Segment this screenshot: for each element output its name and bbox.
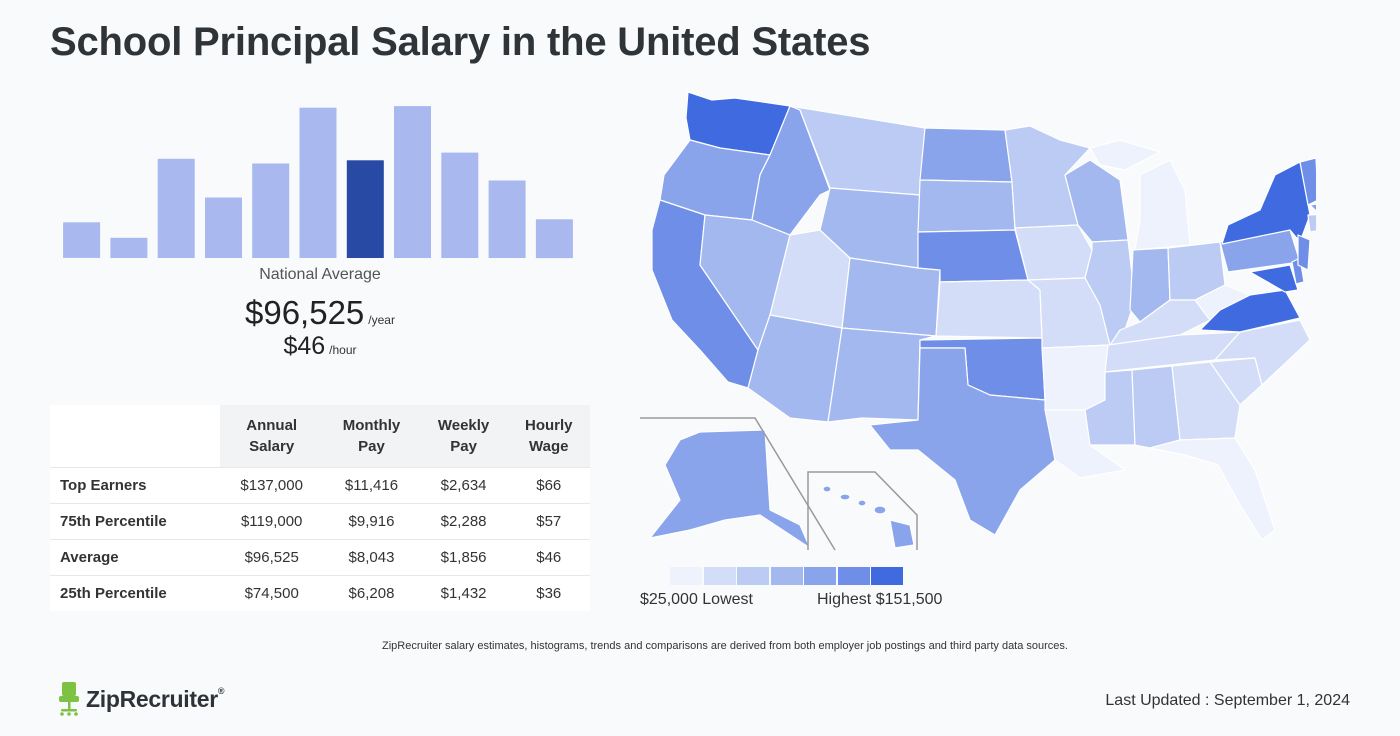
row-label: 25th Percentile xyxy=(50,575,221,611)
yearly-average: $96,525/year xyxy=(60,294,580,332)
histogram-bar xyxy=(205,197,242,258)
table-header-annual: Annual Salary xyxy=(220,405,324,468)
map-state-hi xyxy=(822,485,915,549)
yearly-unit: /year xyxy=(368,313,395,327)
header-line: Pay xyxy=(358,438,385,455)
map-state-ks xyxy=(935,279,1043,339)
map-state-fl xyxy=(1149,437,1276,541)
cell-hourly: $66 xyxy=(507,467,590,504)
header-line: Weekly xyxy=(437,417,490,434)
histogram-bar-average xyxy=(346,160,384,258)
legend-low-label: $25,000 Lowest xyxy=(640,591,753,608)
cell-monthly: $8,043 xyxy=(323,539,420,576)
map-state-sd xyxy=(917,179,1016,233)
header-line: Wage xyxy=(529,438,569,455)
map-state-ia xyxy=(1014,224,1093,281)
cell-annual: $119,000 xyxy=(220,503,324,540)
header-line: Salary xyxy=(249,438,295,455)
map-state-ma xyxy=(1309,203,1316,212)
row-label: Top Earners xyxy=(50,467,221,504)
salary-table: Annual Salary Monthly Pay Weekly Pay Hourly… xyxy=(50,405,590,611)
table-header-weekly: Weekly Pay xyxy=(419,405,508,468)
map-state-mi-up xyxy=(1089,139,1161,171)
map-legend xyxy=(670,567,905,585)
cell-hourly: $57 xyxy=(507,503,590,540)
hawaii-inset-border xyxy=(807,471,918,550)
us-salary-map xyxy=(640,91,1316,551)
last-updated: Last Updated : September 1, 2024 xyxy=(1105,692,1350,709)
map-state-nj xyxy=(1297,234,1311,271)
logo-text: ZipRecruiter® xyxy=(86,685,225,713)
map-state-nd xyxy=(919,127,1013,183)
table-header-row: Annual Salary Monthly Pay Weekly Pay Hourly… xyxy=(50,405,590,468)
histogram-bar xyxy=(394,106,431,258)
legend-swatch xyxy=(770,567,803,585)
table-header-blank xyxy=(50,405,221,468)
registered-mark: ® xyxy=(217,685,225,696)
row-label: Average xyxy=(50,539,221,576)
map-state-tx xyxy=(869,347,1056,536)
legend-swatch xyxy=(804,567,836,585)
table-row: 75th Percentile $119,000 $9,916 $2,288 $… xyxy=(50,503,590,540)
table-row: 25th Percentile $74,500 $6,208 $1,432 $3… xyxy=(50,575,590,611)
cell-monthly: $6,208 xyxy=(323,575,420,611)
yearly-average-value: $96,525 xyxy=(245,294,365,331)
map-state-wv xyxy=(1194,284,1251,331)
header-line: Pay xyxy=(450,438,477,455)
cell-annual: $137,000 xyxy=(220,467,324,504)
table-header-monthly: Monthly Pay xyxy=(323,405,420,468)
legend-swatch xyxy=(871,567,903,585)
legend-swatch xyxy=(837,567,870,585)
logo-wordmark: ZipRecruiter xyxy=(86,685,218,712)
row-label: 75th Percentile xyxy=(50,503,221,540)
map-state-md xyxy=(1249,264,1299,293)
hourly-average: $46/hour xyxy=(60,332,580,361)
cell-weekly: $1,432 xyxy=(419,575,508,611)
header-line: Annual xyxy=(246,417,298,434)
cell-weekly: $1,856 xyxy=(419,539,508,576)
legend-swatch xyxy=(703,567,736,585)
map-state-co xyxy=(841,257,941,337)
histogram-bar xyxy=(535,219,573,259)
header-line: Monthly xyxy=(342,417,401,434)
histogram-bar xyxy=(299,107,337,258)
cell-monthly: $11,416 xyxy=(323,467,420,504)
table-header-hourly: Hourly Wage xyxy=(507,405,590,468)
national-average-label: National Average xyxy=(259,266,381,283)
histogram-bar xyxy=(63,222,101,258)
page-title: School Principal Salary in the United St… xyxy=(50,20,871,64)
cell-annual: $74,500 xyxy=(220,575,324,611)
salary-histogram xyxy=(63,106,573,259)
histogram-bar xyxy=(157,158,195,258)
histogram-bar xyxy=(110,237,148,258)
histogram-bar xyxy=(441,152,479,258)
cell-weekly: $2,634 xyxy=(419,467,508,504)
histogram-bar xyxy=(488,180,526,258)
hourly-average-value: $46 xyxy=(283,332,326,360)
map-state-ct xyxy=(1307,214,1316,233)
map-state-ny xyxy=(1221,161,1311,245)
cell-hourly: $36 xyxy=(507,575,590,611)
legend-high-label: Highest $151,500 xyxy=(817,591,943,608)
cell-weekly: $2,288 xyxy=(419,503,508,540)
legend-swatch xyxy=(737,567,769,585)
map-state-ar xyxy=(1041,344,1111,411)
map-state-mi xyxy=(1134,159,1191,251)
histogram-bar xyxy=(252,163,290,258)
ziprecruiter-logo[interactable]: ZipRecruiter® xyxy=(58,682,225,716)
legend-swatch xyxy=(670,567,702,585)
hourly-unit: /hour xyxy=(329,343,357,357)
header-line: Hourly xyxy=(525,417,573,434)
cell-hourly: $46 xyxy=(507,539,590,576)
table-row: Top Earners $137,000 $11,416 $2,634 $66 xyxy=(50,467,590,504)
disclaimer: ZipRecruiter salary estimates, histogram… xyxy=(382,640,1068,652)
chair-icon xyxy=(59,682,79,716)
cell-annual: $96,525 xyxy=(220,539,324,576)
cell-monthly: $9,916 xyxy=(323,503,420,540)
map-state-ak xyxy=(649,429,811,549)
map-state-vt xyxy=(1299,157,1316,206)
table-row: Average $96,525 $8,043 $1,856 $46 xyxy=(50,539,590,576)
